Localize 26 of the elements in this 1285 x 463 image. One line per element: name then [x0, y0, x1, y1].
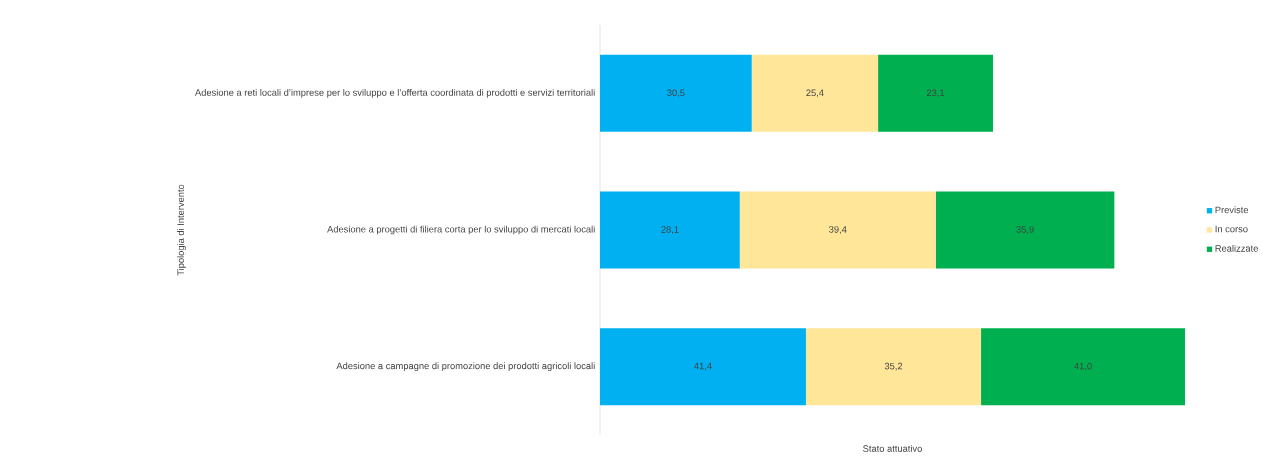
legend-label: Realizzate — [1215, 244, 1258, 252]
bar — [878, 54, 993, 132]
legend-label: In corso — [1215, 225, 1248, 233]
bar — [805, 328, 982, 406]
legend-label: Previste — [1215, 206, 1249, 214]
y-tick-label: Adesione a progetti di filiera corta per lo sviluppo di mercati locali — [327, 225, 595, 235]
data-label: 35,9 — [1016, 226, 1034, 234]
data-label: 25,4 — [806, 89, 824, 98]
y-tick-label: Adesione a campagne di promozione dei prodotti agricoli locali — [336, 362, 595, 372]
x-axis-title: Stato attuativo — [863, 445, 922, 452]
bar — [981, 328, 1185, 406]
y-tick-label: Adesione a reti locali d’imprese per lo sviluppo e l’offerta coordinata di prodotti e servizi territoriali — [195, 88, 595, 98]
data-label: 28,1 — [661, 226, 679, 234]
data-label: 23,1 — [926, 89, 945, 98]
bar — [751, 54, 879, 132]
bar — [935, 191, 1115, 269]
y-axis-title: Tipologia di Intervento — [177, 184, 186, 276]
data-label: 39,4 — [829, 226, 847, 234]
bar — [600, 328, 806, 406]
data-label: 41,0 — [1074, 362, 1092, 371]
bar — [739, 191, 936, 269]
data-label: 30,5 — [667, 89, 685, 98]
data-label: 41,4 — [694, 362, 712, 371]
data-label: 35,2 — [884, 362, 903, 371]
bar — [600, 191, 740, 269]
bar — [600, 54, 752, 132]
